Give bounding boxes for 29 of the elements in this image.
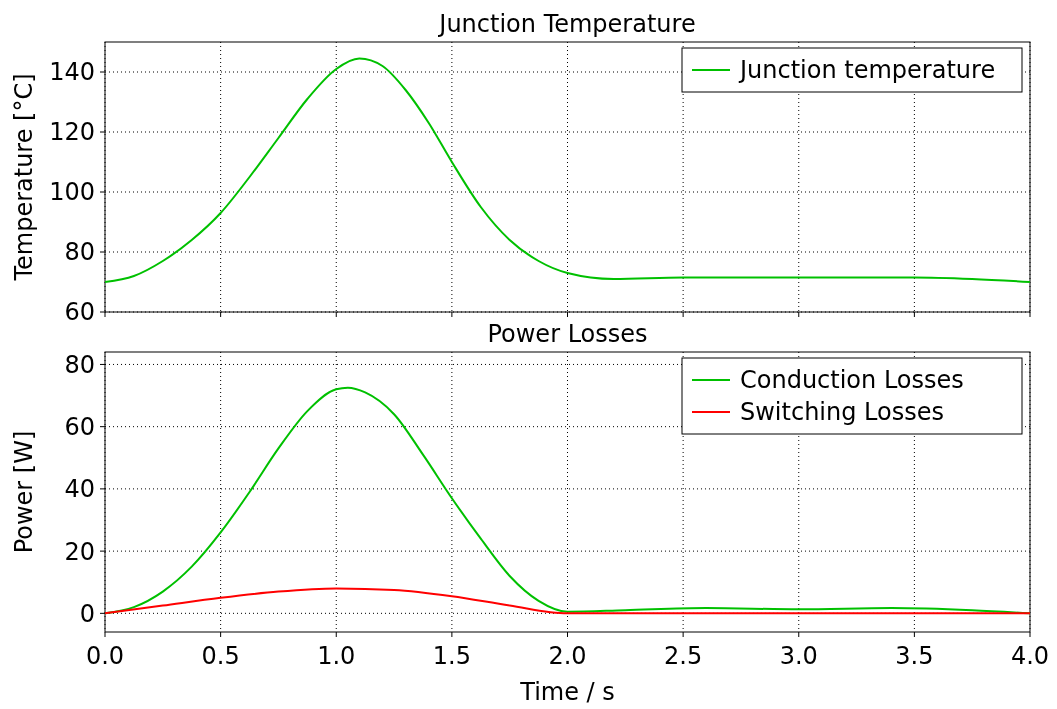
y-tick-label: 120: [49, 118, 95, 147]
x-tick-label: 2.0: [548, 642, 587, 670]
legend-label: Conduction Losses: [740, 366, 964, 395]
x-tick-label: 0.5: [201, 642, 240, 670]
y-tick-label: 60: [64, 413, 95, 442]
chart-title: Power Losses: [487, 320, 648, 348]
y-tick-label: 40: [64, 475, 95, 504]
legend-label: Switching Losses: [740, 398, 944, 427]
y-tick-label: 80: [64, 238, 95, 267]
y-axis-title: Power [W]: [10, 430, 38, 554]
line-series: [104, 57, 1031, 283]
legend-label: Junction temperature: [738, 56, 996, 85]
x-tick-label: 3.5: [895, 642, 934, 670]
x-tick-label: 3.0: [779, 642, 818, 670]
y-axis-title: Temperature [°C]: [10, 73, 38, 282]
chart-title: Junction Temperature: [437, 10, 696, 38]
y-tick-label: 0: [79, 599, 95, 628]
x-tick-label: 1.5: [432, 642, 471, 670]
y-tick-label: 60: [64, 298, 95, 327]
x-tick-label: 2.5: [664, 642, 703, 670]
y-tick-label: 140: [49, 58, 95, 87]
x-tick-label: 0.0: [85, 642, 125, 670]
line-series: [104, 587, 1031, 615]
x-axis-title: Time / s: [519, 678, 615, 706]
y-tick-label: 20: [64, 537, 95, 566]
y-tick-label: 100: [49, 178, 95, 207]
y-tick-label: 80: [64, 350, 95, 379]
x-tick-label: 4.0: [1010, 642, 1050, 670]
x-tick-label: 1.0: [317, 642, 356, 670]
